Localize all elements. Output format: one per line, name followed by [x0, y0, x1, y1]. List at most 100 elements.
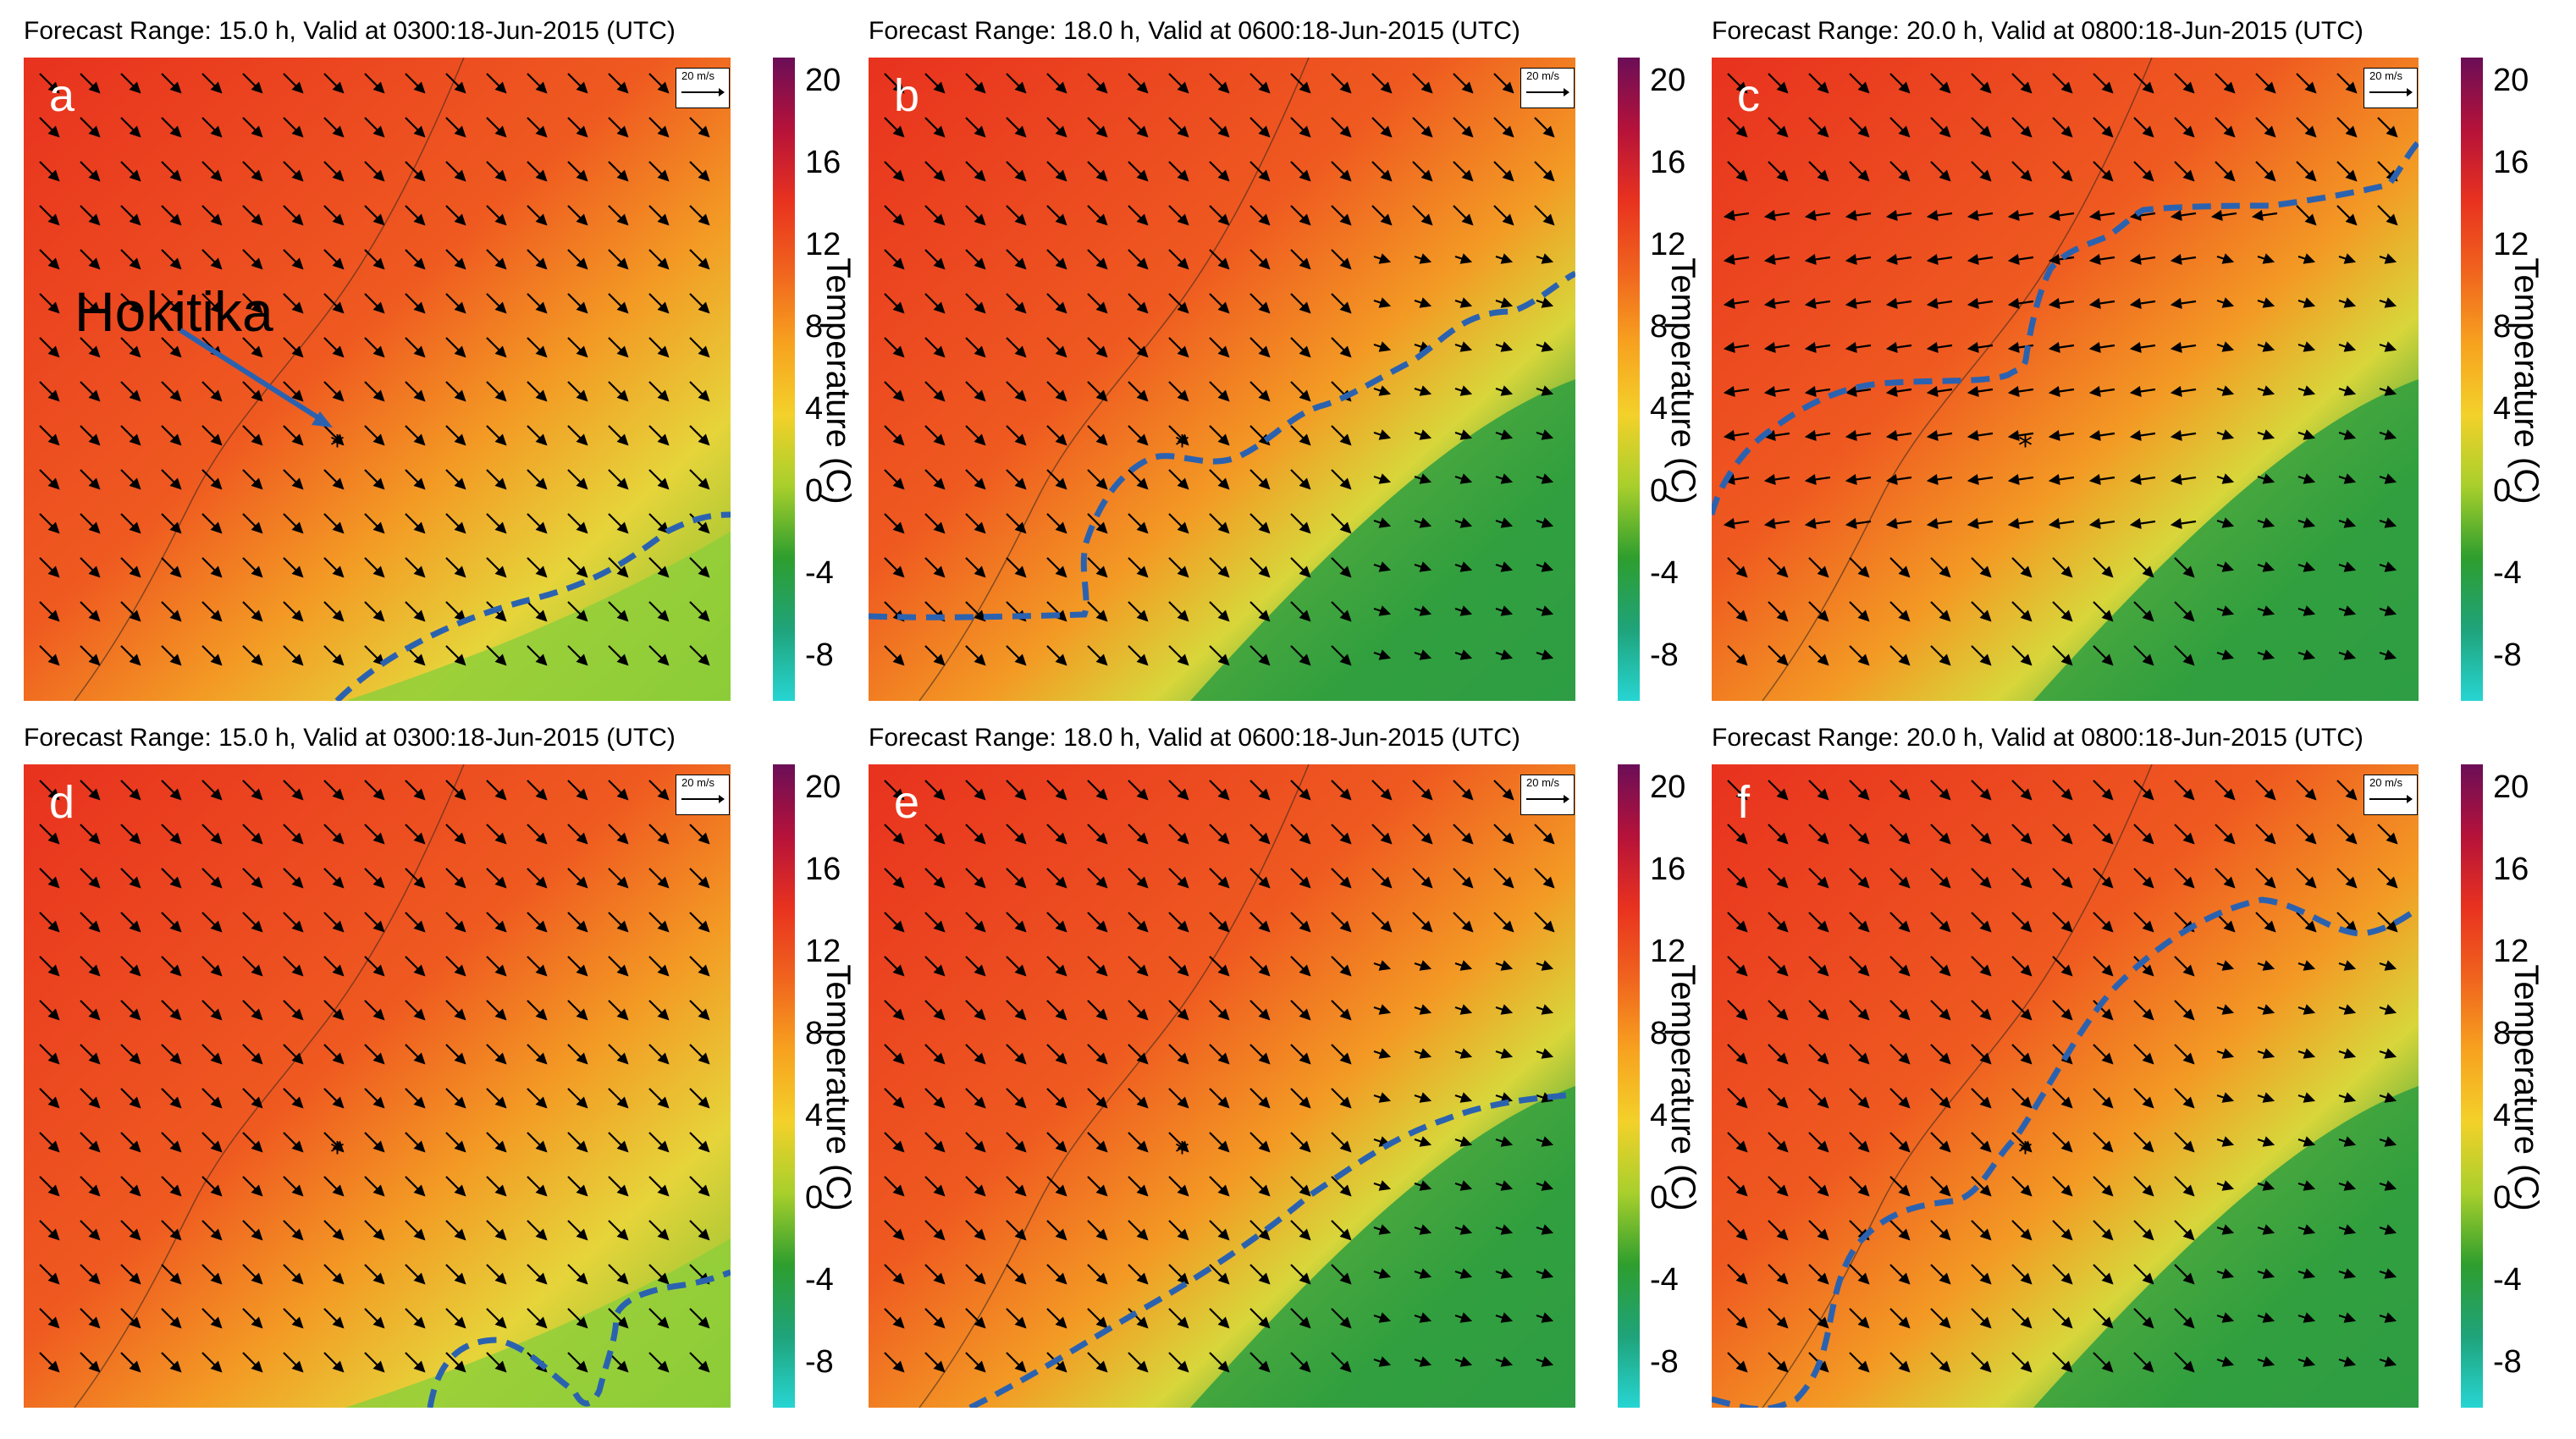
- wind-arrow: [242, 1132, 263, 1153]
- hokitika-marker: *: [2018, 429, 2033, 463]
- wind-arrow: [1966, 209, 1994, 221]
- wind-arrow: [648, 868, 670, 889]
- wind-arrow: [689, 824, 710, 845]
- wind-arrow: [1808, 161, 1829, 182]
- temperature-map: *: [24, 764, 731, 1408]
- colorbar-tick-label: -8: [1650, 1344, 1679, 1380]
- wind-arrow: [924, 469, 946, 490]
- wind-arrow: [242, 513, 263, 534]
- wind-arrow: [486, 1088, 507, 1109]
- wind-arrow: [1930, 161, 1951, 182]
- colorbar: [2461, 764, 2483, 1408]
- colorbar-tick-label: 16: [2493, 145, 2529, 180]
- wind-arrow: [1495, 341, 1514, 352]
- wind-arrow: [80, 824, 101, 845]
- wind-arrow: [242, 645, 263, 666]
- wind-arrow: [80, 73, 101, 94]
- wind-arrow: [283, 557, 304, 578]
- wind-arrow: [161, 73, 182, 94]
- wind-arrow: [648, 956, 670, 977]
- front-line: [1712, 140, 2419, 516]
- wind-arrow: [1128, 249, 1149, 270]
- panel-label: c: [1737, 70, 1760, 121]
- wind-arrow: [1331, 601, 1352, 622]
- wind-arrow: [884, 425, 905, 446]
- wind-arrow: [527, 1132, 548, 1153]
- wind-arrow: [364, 1176, 385, 1197]
- colorbar-tick-label: 8: [1650, 309, 1669, 345]
- wind-arrow: [1930, 117, 1951, 138]
- wind-arrow: [1006, 645, 1027, 666]
- wind-arrow: [2296, 117, 2317, 138]
- wind-arrow: [924, 205, 946, 226]
- wind-arrow: [364, 425, 385, 446]
- wind-arrow: [1128, 381, 1149, 402]
- wind-arrow: [2379, 297, 2397, 308]
- wind-arrow: [39, 1132, 60, 1153]
- wind-arrow: [2174, 645, 2195, 666]
- wind-arrow: [1727, 645, 1748, 666]
- wind-arrow: [1763, 341, 1790, 353]
- wind-arrow: [161, 249, 182, 270]
- wind-arrow: [120, 1220, 141, 1241]
- wind-arrow: [689, 557, 710, 578]
- colorbar-tick-label: 20: [2493, 63, 2529, 98]
- wind-arrow: [445, 1088, 466, 1109]
- wind-arrow: [965, 557, 986, 578]
- wind-arrow: [1046, 337, 1067, 358]
- wind-arrow: [80, 1088, 101, 1109]
- wind-arrow: [1371, 117, 1393, 138]
- wind-arrow: [1808, 73, 1829, 94]
- wind-arrow: [1454, 473, 1473, 484]
- wind-arrow: [1290, 645, 1311, 666]
- wind-arrow: [39, 1000, 60, 1021]
- wind-arrow: [2336, 73, 2358, 94]
- colorbar-tick-label: 4: [805, 391, 824, 427]
- wind-arrow: [1046, 161, 1067, 182]
- wind-arrow: [567, 1176, 588, 1197]
- wind-arrow: [364, 469, 385, 490]
- wind-arrow: [1889, 161, 1911, 182]
- wind-arrow: [1845, 297, 1872, 309]
- wind-arrow: [39, 249, 60, 270]
- wind-arrow: [1249, 249, 1271, 270]
- wind-arrow: [884, 117, 905, 138]
- wind-arrow: [201, 1044, 223, 1065]
- wind-arrow: [608, 780, 629, 801]
- wind-arrow: [1249, 381, 1271, 402]
- wind-arrow: [1926, 385, 1953, 397]
- wind-arrow: [2007, 517, 2034, 529]
- wind-arrow: [1763, 473, 1790, 485]
- wind-arrow: [1889, 73, 1911, 94]
- wind-arrow: [364, 117, 385, 138]
- wind-arrow: [608, 513, 629, 534]
- wind-arrow: [1331, 469, 1352, 490]
- wind-arrow: [2251, 209, 2278, 221]
- wind-arrow: [567, 1088, 588, 1109]
- wind-arrow: [120, 1000, 141, 1021]
- wind-arrow: [201, 868, 223, 889]
- wind-arrow: [1209, 557, 1230, 578]
- wind-arrow: [1290, 205, 1311, 226]
- wind-arrow: [567, 469, 588, 490]
- wind-arrow: [120, 337, 141, 358]
- wind-arrow: [567, 1000, 588, 1021]
- wind-arrow: [1536, 341, 1554, 352]
- colorbar-tick-label: -4: [1650, 555, 1679, 591]
- wind-arrow: [39, 337, 60, 358]
- wind-arrow: [445, 1000, 466, 1021]
- wind-arrow: [323, 117, 345, 138]
- wind-arrow: [2093, 161, 2114, 182]
- wind-arrow: [364, 337, 385, 358]
- wind-arrow: [161, 205, 182, 226]
- wind-scale-legend: 20 m/s: [676, 775, 730, 815]
- wind-arrow: [201, 780, 223, 801]
- wind-arrow: [405, 117, 426, 138]
- wind-arrow: [2255, 161, 2276, 182]
- wind-arrow: [283, 912, 304, 933]
- wind-scale-label: 20 m/s: [1526, 776, 1560, 789]
- wind-arrow: [648, 1132, 670, 1153]
- wind-arrow: [1926, 253, 1953, 265]
- wind-vectors: [884, 73, 1555, 666]
- wind-arrow: [648, 601, 670, 622]
